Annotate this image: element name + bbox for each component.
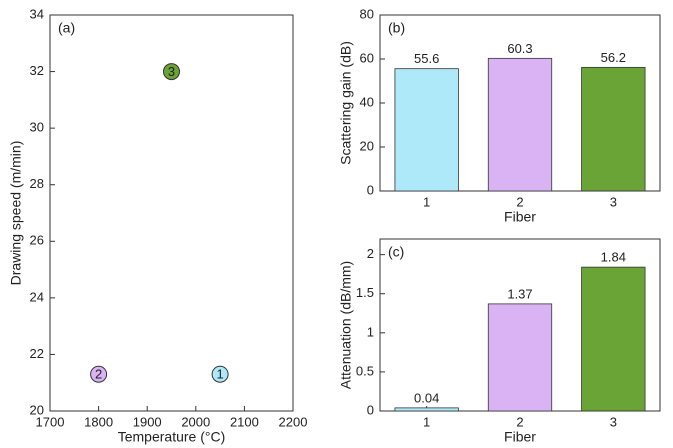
- x-tick-label: 1800: [84, 414, 113, 429]
- panel-label: (c): [388, 244, 404, 260]
- y-tick-label: 34: [30, 6, 44, 21]
- y-tick-label: 24: [30, 289, 44, 304]
- panel-label: (b): [388, 20, 405, 36]
- y-axis-label: Attenuation (dB/mm): [338, 261, 354, 389]
- x-axis-label: Temperature (°C): [118, 429, 226, 445]
- y-tick-label: 40: [360, 94, 374, 109]
- value-label: 56.2: [601, 50, 626, 65]
- bar: [394, 407, 459, 412]
- y-axis-label: Drawing speed (m/min): [8, 141, 24, 286]
- y-tick-label: 20: [30, 402, 44, 417]
- bar: [581, 266, 646, 412]
- value-label: 0.04: [414, 390, 439, 405]
- x-axis-label: Fiber: [504, 429, 536, 445]
- panel-label: (a): [58, 20, 75, 36]
- y-tick-label: 20: [360, 138, 374, 153]
- x-tick-label: 2000: [181, 414, 210, 429]
- y-tick-label: 28: [30, 176, 44, 191]
- x-axis-label: Fiber: [504, 209, 536, 225]
- y-tick-label: 0: [367, 402, 374, 417]
- x-tick-label: 2200: [279, 414, 308, 429]
- y-tick-label: 1.5: [356, 285, 374, 300]
- value-label: 55.6: [414, 51, 439, 66]
- point-label: 1: [216, 367, 223, 382]
- y-tick-label: 1: [367, 324, 374, 339]
- y-tick-label: 0: [367, 182, 374, 197]
- point: [90, 365, 108, 383]
- x-tick-label: 2: [516, 414, 523, 429]
- point: [163, 63, 180, 81]
- y-tick-label: 2: [367, 246, 374, 261]
- bar: [581, 66, 646, 192]
- value-label: 1.84: [601, 250, 626, 265]
- value-label: 1.37: [507, 286, 532, 301]
- x-tick-label: 1700: [36, 414, 65, 429]
- x-tick-label: 2100: [230, 414, 259, 429]
- x-tick-label: 2: [516, 194, 523, 209]
- x-tick-label: 1900: [133, 414, 162, 429]
- bar: [487, 57, 553, 192]
- x-tick-label: 3: [610, 414, 617, 429]
- bar: [394, 68, 459, 192]
- value-label: 60.3: [507, 41, 532, 56]
- x-tick-label: 1: [423, 194, 430, 209]
- x-tick-label: 1: [423, 414, 430, 429]
- point-label: 2: [95, 367, 102, 382]
- y-tick-label: 60: [360, 50, 374, 65]
- point-label: 3: [168, 64, 175, 79]
- y-tick-label: 80: [360, 6, 374, 21]
- y-tick-label: 22: [30, 346, 44, 361]
- y-tick-label: 30: [30, 120, 44, 135]
- plot-frame: [49, 14, 294, 412]
- point: [211, 365, 229, 383]
- y-tick-label: 0.5: [356, 363, 374, 378]
- y-tick-label: 26: [30, 233, 44, 248]
- y-axis-label: Scattering gain (dB): [338, 41, 354, 165]
- bar: [487, 303, 553, 412]
- x-tick-label: 3: [610, 194, 617, 209]
- y-tick-label: 32: [30, 63, 44, 78]
